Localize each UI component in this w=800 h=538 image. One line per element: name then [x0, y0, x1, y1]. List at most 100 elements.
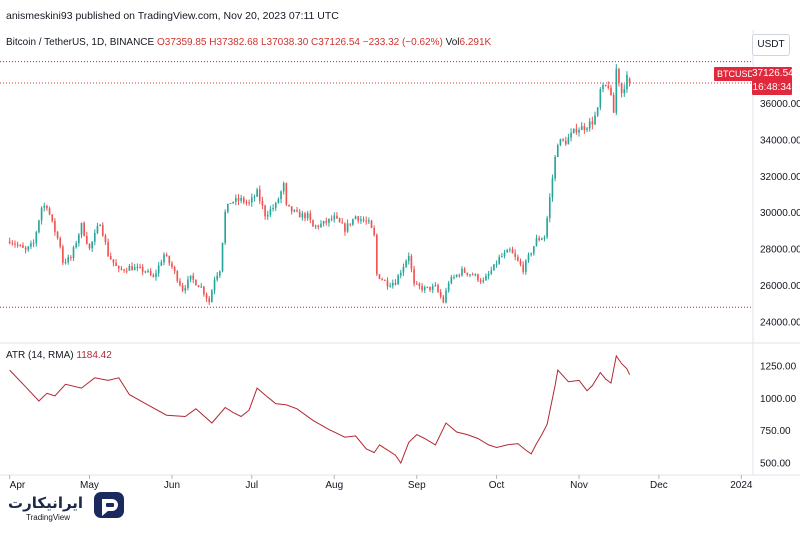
candle-body — [583, 126, 586, 131]
candle-body — [144, 271, 147, 273]
candle-body — [22, 245, 24, 248]
candle-body — [314, 225, 317, 227]
candle-body — [107, 242, 109, 257]
candle-body — [43, 205, 46, 208]
candle-body — [485, 276, 487, 281]
candle-body — [586, 128, 588, 131]
brand-logo-icon — [94, 492, 124, 518]
candle-body — [128, 265, 131, 271]
candle-body — [623, 89, 626, 94]
candle-body — [301, 213, 304, 218]
candle-body — [503, 252, 506, 257]
candle-body — [325, 220, 328, 223]
candle-body — [517, 256, 519, 261]
candle-body — [479, 280, 482, 282]
candle-body — [407, 255, 410, 262]
candle-body — [498, 256, 501, 264]
atr-label[interactable]: ATR (14, RMA) — [6, 350, 74, 361]
time-tick-label: Oct — [489, 480, 505, 491]
candle-body — [115, 262, 117, 266]
candle-body — [389, 285, 391, 287]
candle-body — [346, 223, 349, 232]
ohlc-close: C37126.54 — [311, 37, 360, 48]
candle-body — [19, 245, 22, 247]
candle-body — [588, 121, 591, 129]
candle-body — [240, 197, 242, 201]
candle-body — [125, 270, 128, 272]
candle-body — [612, 95, 615, 113]
time-tick-label: Aug — [325, 480, 343, 491]
candle-body — [368, 220, 370, 222]
price-tick-label: 34000.00 — [760, 135, 800, 146]
tradingview-label: TradingView — [26, 513, 71, 522]
candle-body — [245, 202, 248, 204]
candle-body — [399, 272, 402, 276]
candle-body — [213, 279, 216, 291]
candle-body — [458, 274, 461, 276]
candle-body — [160, 262, 163, 266]
candle-body — [192, 275, 195, 280]
candle-body — [91, 241, 93, 249]
last-price-value: 37126.54 — [752, 68, 794, 79]
candle-body — [559, 139, 562, 146]
candle-body — [293, 210, 296, 212]
candle-body — [123, 269, 125, 271]
candle-body — [527, 254, 530, 261]
candle-body — [216, 275, 219, 280]
candle-body — [344, 223, 346, 232]
candle-body — [594, 115, 596, 125]
candle-body — [139, 266, 141, 268]
candle-body — [423, 287, 426, 291]
last-price-tag: 37126.54 16:48:34 — [752, 67, 794, 95]
candle-body — [67, 257, 70, 263]
candle-body — [333, 215, 336, 220]
candle-body — [437, 285, 439, 292]
candle-body — [32, 243, 35, 245]
candle-body — [11, 243, 14, 245]
candle-body — [556, 145, 559, 157]
candle-body — [415, 283, 418, 285]
candle-body — [376, 234, 378, 275]
candle-body — [163, 254, 165, 263]
candle-body — [338, 218, 341, 223]
candle-body — [615, 68, 618, 113]
candle-body — [227, 203, 229, 212]
candle-body — [567, 137, 570, 145]
candle-body — [599, 89, 602, 108]
candle-body — [434, 285, 437, 287]
candle-body — [197, 285, 200, 288]
candle-body — [445, 290, 447, 303]
price-tick-label: 32000.00 — [760, 172, 800, 183]
price-tick-label: 28000.00 — [760, 245, 800, 256]
candle-body — [157, 265, 160, 274]
candle-body — [83, 222, 85, 236]
atr-tick-label: 750.00 — [760, 426, 791, 437]
currency-button[interactable]: USDT — [752, 34, 790, 56]
candle-body — [610, 87, 612, 96]
ohlc-change: −233.32 (−0.62%) — [362, 37, 443, 48]
atr-value: 1184.42 — [76, 350, 112, 361]
candle-body — [208, 298, 211, 303]
candle-body — [572, 128, 575, 133]
candle-body — [304, 213, 306, 219]
candle-body — [149, 271, 152, 276]
candle-body — [511, 249, 514, 254]
candle-body — [219, 271, 221, 276]
candle-body — [171, 263, 173, 268]
candle-body — [618, 68, 620, 84]
candle-body — [173, 267, 176, 272]
candle-body — [80, 222, 83, 235]
candle-body — [530, 253, 532, 255]
candle-body — [519, 260, 522, 265]
axes-layer: 24000.00 26000.00 28000.00 30000.00 32000.00… — [9, 99, 800, 491]
candle-body — [14, 243, 16, 245]
candle-body — [469, 274, 471, 276]
candle-body — [179, 280, 181, 286]
candle-body — [104, 235, 107, 243]
candle-body — [538, 238, 540, 240]
candle-body — [383, 279, 386, 281]
symbol-name[interactable]: Bitcoin / TetherUS, 1D, BINANCE — [6, 37, 155, 48]
candle-body — [280, 191, 282, 200]
